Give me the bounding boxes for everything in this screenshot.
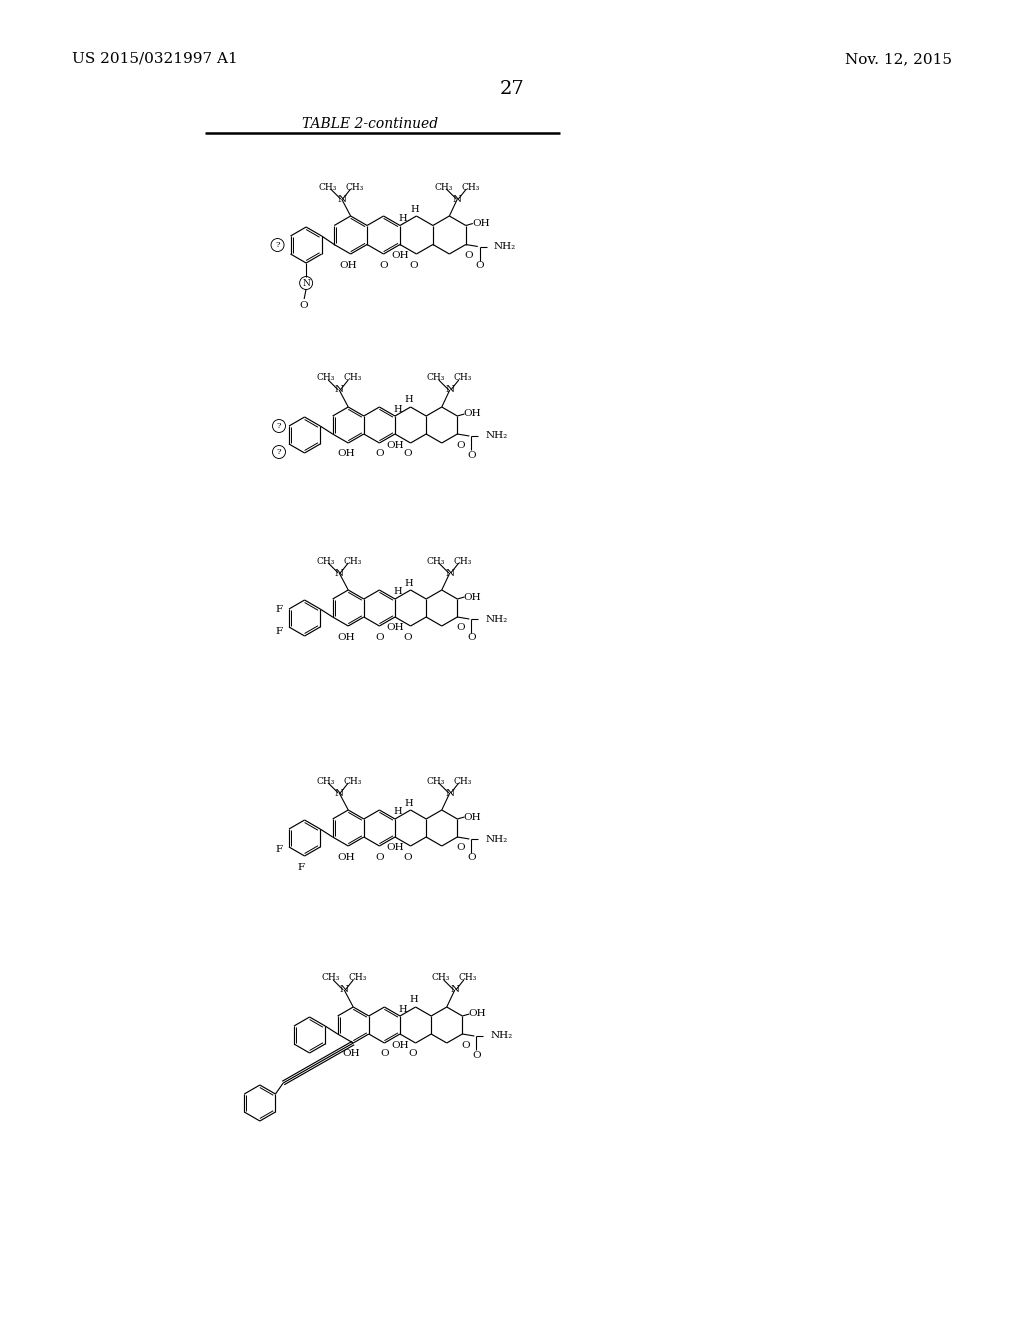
- Text: CH₃: CH₃: [454, 374, 472, 383]
- Text: CH₃: CH₃: [431, 974, 450, 982]
- Text: OH: OH: [338, 853, 355, 862]
- Text: H: H: [393, 808, 402, 817]
- Text: O: O: [375, 632, 384, 642]
- Text: O: O: [403, 853, 412, 862]
- Text: H: H: [393, 587, 402, 597]
- Text: OH: OH: [391, 251, 409, 260]
- Text: F: F: [275, 627, 283, 636]
- Text: CH₃: CH₃: [427, 557, 445, 565]
- Text: CH₃: CH₃: [345, 182, 364, 191]
- Text: OH: OH: [386, 623, 403, 632]
- Text: OH: OH: [342, 1049, 360, 1059]
- Text: CH₃: CH₃: [316, 557, 335, 565]
- Text: CH₃: CH₃: [459, 974, 477, 982]
- Text: 27: 27: [500, 81, 524, 98]
- Text: NH₂: NH₂: [485, 432, 508, 441]
- Text: O: O: [379, 260, 388, 269]
- Text: CH₃: CH₃: [434, 182, 453, 191]
- Text: CH₃: CH₃: [318, 182, 337, 191]
- Text: CH₃: CH₃: [316, 776, 335, 785]
- Text: O: O: [456, 623, 465, 632]
- Text: H: H: [404, 396, 413, 404]
- Text: CH₃: CH₃: [343, 776, 361, 785]
- Text: OH: OH: [338, 450, 355, 458]
- Text: CH₃: CH₃: [343, 557, 361, 565]
- Text: ?: ?: [275, 242, 280, 249]
- Text: H: H: [410, 995, 418, 1005]
- Text: CH₃: CH₃: [427, 776, 445, 785]
- Text: US 2015/0321997 A1: US 2015/0321997 A1: [72, 51, 238, 66]
- Text: OH: OH: [472, 219, 489, 228]
- Text: N: N: [337, 194, 346, 203]
- Text: O: O: [467, 634, 476, 643]
- Text: O: O: [456, 441, 465, 450]
- Text: O: O: [467, 854, 476, 862]
- Text: F: F: [275, 605, 283, 614]
- Text: CH₃: CH₃: [454, 557, 472, 565]
- Text: CH₃: CH₃: [322, 974, 339, 982]
- Text: H: H: [404, 799, 413, 808]
- Text: Nov. 12, 2015: Nov. 12, 2015: [845, 51, 952, 66]
- Text: N: N: [453, 194, 462, 203]
- Text: OH: OH: [338, 632, 355, 642]
- Text: N: N: [445, 569, 455, 578]
- Text: N: N: [451, 986, 460, 994]
- Text: CH₃: CH₃: [454, 776, 472, 785]
- Text: N: N: [302, 279, 310, 288]
- Text: O: O: [475, 261, 484, 271]
- Text: CH₃: CH₃: [343, 374, 361, 383]
- Text: N: N: [335, 569, 344, 578]
- Text: OH: OH: [464, 409, 481, 418]
- Text: NH₂: NH₂: [485, 834, 508, 843]
- Text: N: N: [445, 385, 455, 395]
- Text: OH: OH: [469, 1010, 486, 1019]
- Text: OH: OH: [464, 593, 481, 602]
- Text: OH: OH: [464, 813, 481, 821]
- Text: OH: OH: [386, 441, 403, 450]
- Text: O: O: [465, 251, 473, 260]
- Text: O: O: [375, 450, 384, 458]
- Text: N: N: [340, 986, 349, 994]
- Text: F: F: [275, 846, 283, 854]
- Text: O: O: [472, 1051, 480, 1060]
- Text: O: O: [410, 260, 418, 269]
- Text: N: N: [335, 385, 344, 395]
- Text: N: N: [445, 788, 455, 797]
- Text: H: H: [398, 214, 408, 223]
- Text: ?: ?: [276, 422, 282, 430]
- Text: O: O: [461, 1040, 470, 1049]
- Text: F: F: [297, 863, 304, 873]
- Text: O: O: [403, 632, 412, 642]
- Text: O: O: [380, 1049, 389, 1059]
- Text: CH₃: CH₃: [316, 374, 335, 383]
- Text: O: O: [375, 853, 384, 862]
- Text: NH₂: NH₂: [490, 1031, 513, 1040]
- Text: H: H: [411, 205, 419, 214]
- Text: O: O: [403, 450, 412, 458]
- Text: CH₃: CH₃: [427, 374, 445, 383]
- Text: H: H: [398, 1005, 408, 1014]
- Text: O: O: [409, 1049, 417, 1059]
- Text: ?: ?: [276, 447, 282, 455]
- Text: OH: OH: [391, 1040, 409, 1049]
- Text: H: H: [393, 404, 402, 413]
- Text: O: O: [300, 301, 308, 309]
- Text: H: H: [404, 578, 413, 587]
- Text: OH: OH: [386, 843, 403, 853]
- Text: NH₂: NH₂: [485, 615, 508, 623]
- Text: TABLE 2-continued: TABLE 2-continued: [302, 117, 438, 131]
- Text: O: O: [467, 450, 476, 459]
- Text: CH₃: CH₃: [348, 974, 367, 982]
- Text: OH: OH: [340, 260, 357, 269]
- Text: NH₂: NH₂: [494, 242, 516, 251]
- Text: CH₃: CH₃: [461, 182, 479, 191]
- Text: O: O: [456, 843, 465, 853]
- Text: N: N: [335, 788, 344, 797]
